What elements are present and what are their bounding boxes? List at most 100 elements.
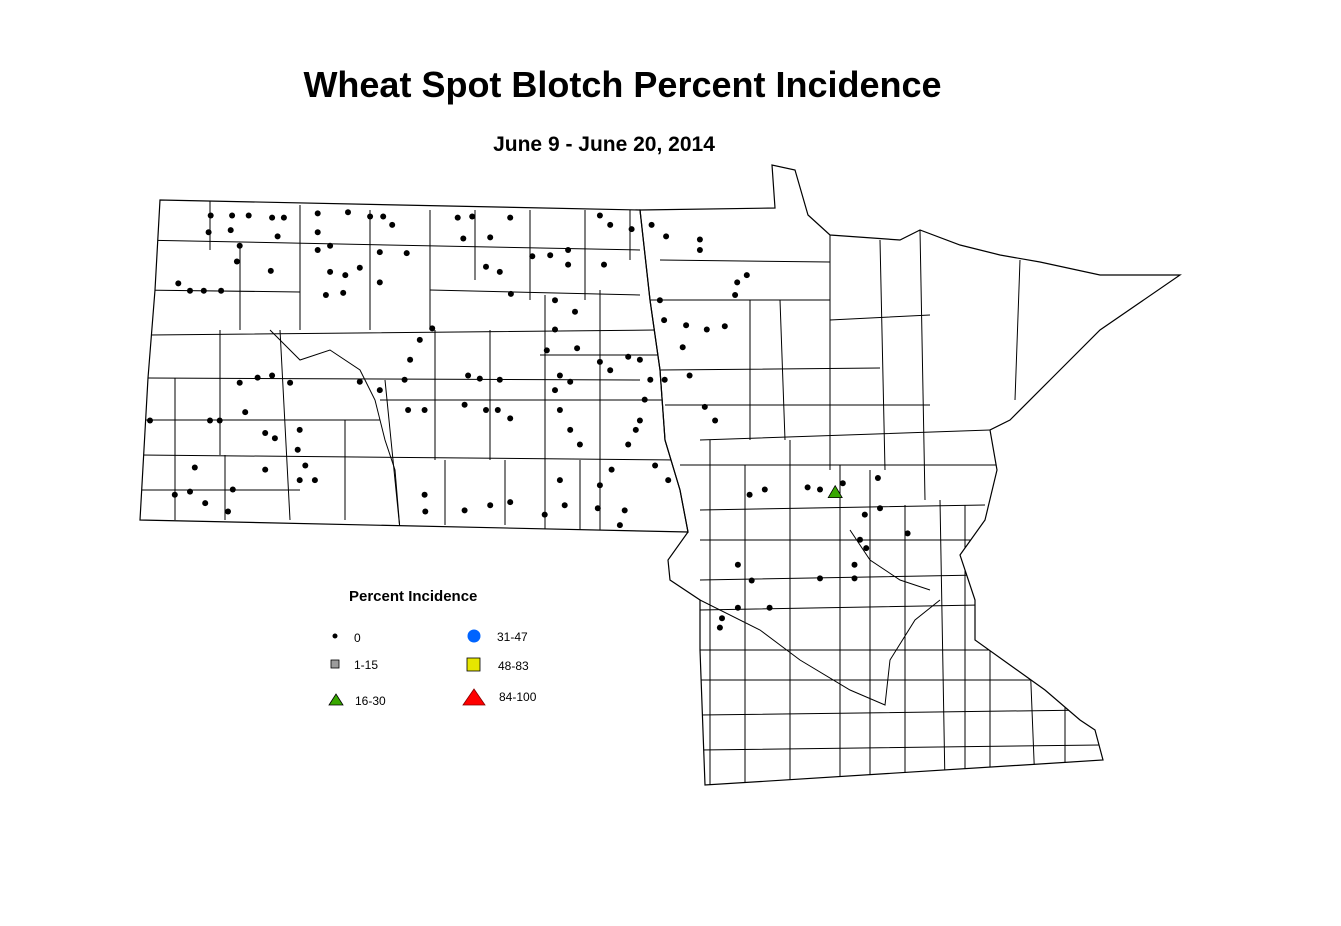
observation-point-0 [494, 407, 501, 413]
observation-point-0 [356, 264, 363, 271]
observation-point-0 [205, 229, 212, 236]
observation-point-0 [460, 235, 467, 242]
observation-point-0 [311, 477, 318, 484]
observation-point-0 [851, 561, 858, 568]
observation-point-0 [574, 345, 581, 352]
observation-point-0 [367, 213, 374, 220]
observation-point-0 [576, 441, 583, 448]
observation-point-0 [229, 212, 236, 219]
observation-point-0 [608, 466, 615, 473]
minnesota-outline [639, 164, 1182, 786]
observation-point-0 [314, 210, 321, 217]
observation-point-0 [652, 462, 659, 469]
observation-point-0 [262, 466, 269, 473]
observation-point-0 [656, 297, 663, 304]
observation-point-0 [416, 336, 423, 343]
observation-point-0 [269, 372, 276, 379]
observation-point-0 [422, 508, 429, 515]
observation-points [147, 209, 911, 631]
observation-point-0 [721, 323, 728, 330]
observation-point-0 [262, 430, 269, 436]
observation-point-0 [236, 242, 243, 249]
observation-point-0 [218, 287, 225, 294]
legend-symbol-16-30 [328, 693, 344, 706]
observation-point-0 [679, 344, 686, 351]
observation-point-0 [716, 624, 723, 631]
observation-point-0 [216, 417, 223, 424]
observation-point-0 [552, 297, 558, 304]
observation-point-0 [227, 227, 234, 234]
observation-point-0 [207, 417, 213, 424]
observation-point-0 [267, 267, 274, 274]
observation-point-0 [543, 347, 550, 354]
observation-point-0 [561, 502, 568, 509]
observation-point-0 [507, 214, 514, 221]
observation-point-0 [601, 261, 607, 268]
observation-point-0 [465, 372, 472, 379]
observation-point-0 [345, 209, 351, 216]
observation-point-0 [376, 279, 383, 286]
observation-point-0 [616, 522, 623, 529]
observation-point-0 [594, 505, 601, 512]
observation-point-0 [863, 545, 870, 552]
observation-point-0 [242, 409, 249, 416]
observation-point-0 [271, 435, 278, 442]
observation-point-0 [454, 214, 461, 221]
observation-point-0 [625, 353, 632, 360]
observation-point-0 [175, 280, 182, 287]
observation-point-0 [632, 426, 639, 433]
observation-point-0 [389, 221, 396, 228]
north-dakota-counties [140, 200, 681, 531]
observation-point-0 [556, 477, 563, 484]
observation-point-0 [187, 287, 193, 294]
observation-point-0 [746, 491, 753, 498]
legend-label-84-100: 84-100 [499, 690, 537, 704]
observation-point-0 [696, 247, 703, 253]
observation-point-0 [734, 561, 741, 568]
observation-point-0 [147, 417, 153, 424]
observation-point-0 [302, 462, 309, 469]
observation-point-16-30 [827, 484, 843, 499]
observation-point-0 [421, 491, 428, 498]
observation-point-0 [596, 212, 603, 219]
observation-point-0 [200, 287, 207, 294]
observation-point-0 [761, 486, 768, 493]
observation-point-0 [817, 486, 823, 493]
observation-point-0 [294, 446, 301, 453]
observation-point-0 [703, 326, 710, 333]
observation-point-0 [552, 387, 558, 394]
observation-point-0 [839, 480, 846, 487]
observation-point-0 [665, 477, 672, 484]
observation-point-0 [280, 214, 287, 221]
legend-symbol-31-47 [467, 629, 481, 643]
observation-point-0 [322, 292, 329, 298]
observation-point-0 [572, 308, 578, 315]
observation-point-0 [804, 484, 811, 491]
observation-point-0 [766, 604, 773, 611]
observation-point-0 [461, 507, 468, 514]
observation-point-0 [712, 417, 719, 424]
observation-point-0 [245, 212, 252, 219]
legend-label-0: 0 [354, 631, 361, 645]
observation-point-0 [376, 249, 383, 256]
observation-point-0 [904, 530, 911, 537]
legend-label-16-30: 16-30 [355, 694, 386, 708]
legend-symbol-1-15 [330, 659, 340, 669]
observation-point-0 [547, 252, 554, 259]
observation-point-0 [861, 511, 868, 518]
observation-point-0 [507, 290, 514, 297]
observation-point-0 [403, 250, 410, 257]
observation-point-0 [236, 379, 243, 386]
observation-point-0 [734, 279, 741, 286]
observation-point-0 [429, 325, 436, 332]
observation-point-0 [661, 376, 668, 383]
observation-point-0 [556, 407, 563, 413]
legend-label-48-83: 48-83 [498, 659, 529, 673]
observation-point-0 [565, 261, 572, 268]
observation-point-0 [380, 213, 387, 220]
observation-point-0 [663, 233, 670, 240]
observation-point-0 [507, 499, 514, 506]
observation-point-0 [225, 508, 231, 515]
observation-point-0 [567, 378, 574, 385]
